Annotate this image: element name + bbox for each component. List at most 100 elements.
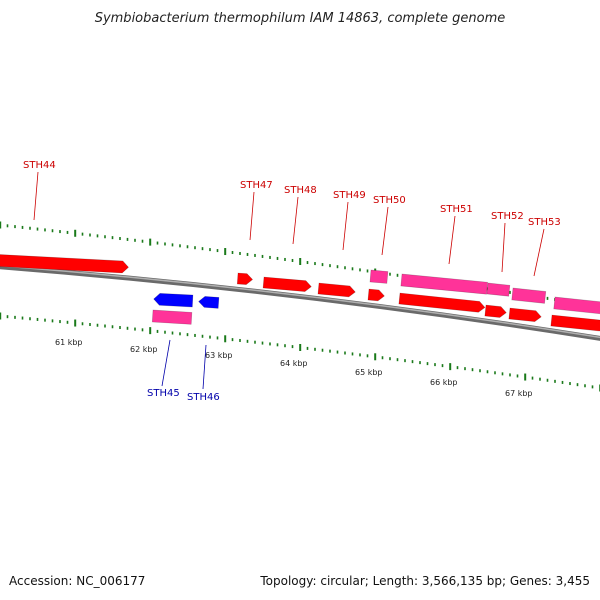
minor-tick: [306, 261, 309, 265]
minor-tick: [126, 326, 129, 330]
minor-tick: [126, 237, 129, 241]
minor-tick: [351, 352, 354, 356]
minor-tick: [411, 360, 414, 364]
gene-sth44[interactable]: [0, 253, 129, 274]
rna-sth54[interactable]: [553, 296, 600, 315]
minor-tick: [29, 317, 31, 321]
minor-tick: [239, 251, 241, 255]
minor-tick: [156, 241, 159, 245]
minor-tick: [66, 320, 69, 324]
minor-tick: [329, 264, 331, 268]
minor-tick: [194, 246, 196, 250]
minor-tick: [201, 334, 204, 338]
minor-tick: [111, 236, 114, 240]
minor-tick: [389, 357, 391, 361]
gene-label-sth49[interactable]: STH49: [333, 190, 366, 201]
lower-tick-row: [0, 312, 600, 392]
gene-sth48[interactable]: [262, 276, 312, 292]
minor-tick: [216, 336, 219, 340]
gene-label-sth47[interactable]: STH47: [240, 180, 273, 191]
gene-label-sth45[interactable]: STH45: [147, 388, 180, 399]
gene-label-sth52[interactable]: STH52: [491, 211, 524, 222]
leader-line: [33, 171, 39, 221]
minor-tick: [89, 233, 91, 237]
gene-sth53[interactable]: [508, 307, 542, 322]
major-tick: [74, 319, 77, 327]
scale-label: 61 kbp: [55, 338, 83, 347]
minor-tick: [51, 229, 54, 233]
accession-label: Accession: NC_006177: [9, 574, 146, 588]
genome-backbone: [0, 264, 600, 341]
minor-tick: [231, 338, 234, 342]
minor-tick: [44, 318, 46, 322]
gene-label-sth51[interactable]: STH51: [440, 204, 473, 215]
minor-tick: [479, 369, 481, 373]
gene-sth51[interactable]: [398, 292, 486, 313]
leader-line: [202, 344, 207, 390]
rna-sth51[interactable]: [400, 273, 488, 295]
rna-sth50[interactable]: [369, 269, 389, 284]
gene-sth54[interactable]: [550, 314, 600, 332]
rna-sth52[interactable]: [486, 282, 511, 297]
leader-line: [342, 201, 349, 251]
minor-tick: [44, 228, 46, 232]
scale-labels: 61 kbp 62 kbp 63 kbp 64 kbp 65 kbp 66 kbp 67 k…: [55, 338, 533, 398]
minor-tick: [456, 366, 459, 370]
rna-sth45[interactable]: [151, 309, 193, 325]
minor-tick: [6, 224, 9, 228]
minor-tick: [329, 349, 331, 353]
minor-tick: [591, 385, 594, 389]
minor-tick: [284, 257, 286, 261]
minor-tick: [381, 356, 384, 360]
minor-tick: [584, 384, 586, 388]
minor-tick: [434, 363, 436, 367]
gene-label-sth50[interactable]: STH50: [373, 195, 406, 206]
minor-tick: [426, 362, 429, 366]
minor-tick: [306, 346, 309, 350]
major-tick: [0, 221, 2, 229]
gene-sth47[interactable]: [236, 272, 254, 285]
scale-label: 67 kbp: [505, 389, 533, 398]
minor-tick: [194, 333, 196, 337]
gene-sth49[interactable]: [317, 282, 356, 298]
minor-tick: [156, 329, 159, 333]
gene-sth52[interactable]: [484, 304, 507, 318]
minor-tick: [14, 315, 16, 319]
gene-sth45[interactable]: [153, 293, 194, 308]
minor-tick: [209, 335, 211, 339]
minor-tick: [104, 235, 106, 239]
gene-label-sth53[interactable]: STH53: [528, 217, 561, 228]
minor-tick: [111, 325, 114, 329]
minor-tick: [396, 273, 399, 277]
scale-label: 63 kbp: [205, 351, 233, 360]
minor-tick: [569, 382, 571, 386]
minor-tick: [186, 333, 189, 337]
gene-sth46[interactable]: [198, 296, 220, 309]
minor-tick: [231, 251, 234, 255]
major-tick: [0, 312, 2, 320]
leader-line: [448, 215, 456, 265]
major-tick: [299, 258, 302, 265]
minor-tick: [336, 350, 339, 354]
rna-sth53[interactable]: [511, 287, 547, 304]
minor-tick: [486, 370, 489, 374]
major-tick: [449, 363, 452, 371]
minor-tick: [419, 361, 421, 365]
scale-label: 65 kbp: [355, 368, 383, 377]
tick-rows: [0, 221, 600, 392]
gene-label-sth46[interactable]: STH46: [187, 392, 220, 403]
minor-tick: [104, 324, 106, 328]
minor-tick: [171, 331, 174, 335]
minor-tick: [359, 353, 361, 357]
minor-tick: [291, 258, 294, 262]
major-tick: [299, 344, 302, 351]
minor-tick: [276, 256, 279, 260]
leader-line: [381, 206, 389, 256]
gene-label-sth44[interactable]: STH44: [23, 160, 56, 171]
minor-tick: [81, 322, 84, 326]
minor-tick: [344, 351, 346, 355]
gene-label-sth48[interactable]: STH48: [284, 185, 317, 196]
minor-tick: [171, 243, 174, 247]
gene-sth50[interactable]: [367, 288, 385, 302]
minor-tick: [284, 344, 286, 348]
